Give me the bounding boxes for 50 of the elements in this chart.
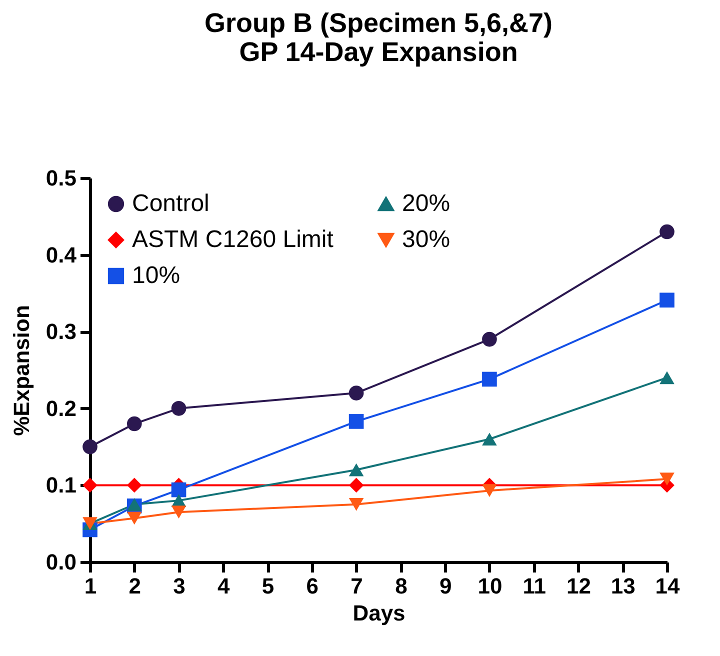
legend-label: 10%	[132, 262, 180, 289]
point	[348, 478, 364, 493]
x-tick-label: 2	[128, 574, 142, 598]
point	[482, 332, 497, 347]
legend-label: Control	[132, 190, 210, 217]
legend-label: 20%	[402, 190, 450, 217]
point	[126, 416, 142, 432]
point	[482, 372, 497, 387]
y-tick-label: 0.3	[46, 319, 76, 344]
point	[660, 371, 674, 384]
x-tick-label: 12	[566, 574, 591, 598]
y-tick-label: 0.1	[46, 472, 76, 498]
x-tick-label: 3	[173, 574, 186, 598]
y-tick-label: 0.2	[46, 396, 76, 421]
point	[171, 506, 186, 519]
point	[660, 472, 674, 486]
x-tick-label: 1	[84, 574, 97, 598]
point	[348, 386, 364, 400]
x-tick-label: 10	[478, 574, 502, 598]
point	[348, 414, 364, 429]
x-axis-title: Days	[352, 600, 406, 626]
y-tick-label: 0.4	[46, 242, 78, 268]
point	[171, 401, 186, 416]
point	[82, 478, 98, 493]
legend-label: 30%	[402, 226, 450, 253]
point	[82, 439, 98, 454]
point	[171, 482, 186, 498]
point	[126, 478, 142, 493]
point	[348, 498, 364, 511]
point	[126, 512, 142, 525]
x-tick-label: 9	[439, 574, 452, 598]
point	[482, 484, 497, 497]
y-tick-label: 0.0	[46, 550, 76, 574]
x-tick-label: 11	[522, 574, 546, 598]
x-tick-label: 5	[262, 574, 274, 598]
point	[660, 292, 674, 308]
chart-title: Group B (Specimen 5,6,&7) GP 14-Day Expansion	[204, 8, 553, 67]
legend-label: ASTM C1260 Limit	[132, 226, 334, 253]
x-tick-label: 14	[655, 574, 680, 598]
point	[348, 463, 364, 476]
x-tick-label: 13	[610, 574, 636, 598]
x-tick-label: 7	[350, 574, 363, 598]
x-tick-label: 6	[306, 574, 319, 598]
point	[660, 224, 674, 240]
x-tick-label: 4	[218, 574, 231, 598]
point	[482, 432, 497, 446]
x-tick-label: 8	[395, 574, 408, 598]
y-axis-title: %Expansion	[8, 305, 34, 436]
y-tick-label: 0.5	[46, 166, 76, 190]
point	[126, 498, 142, 511]
